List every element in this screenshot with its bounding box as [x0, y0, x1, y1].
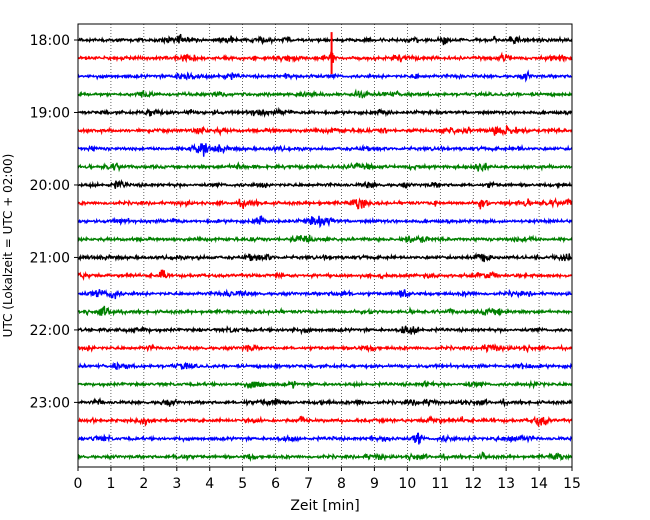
trace-19:15	[77, 124, 573, 137]
trace-18:30	[77, 69, 573, 83]
trace-20:30	[77, 215, 573, 229]
y-tick-label-22:00: 22:00	[30, 323, 70, 339]
x-tick-label-9: 9	[370, 476, 379, 492]
trace-21:00	[77, 251, 573, 263]
trace-21:45	[77, 305, 573, 317]
y-tick-label-21:00: 21:00	[30, 250, 70, 266]
x-tick-label-10: 10	[398, 476, 416, 492]
trace-20:00	[77, 178, 573, 190]
x-tick-label-14: 14	[530, 476, 548, 492]
x-tick-label-7: 7	[304, 476, 313, 492]
y-tick-label-18:00: 18:00	[30, 33, 70, 49]
x-tick-label-6: 6	[271, 476, 280, 492]
y-tick-label-23:00: 23:00	[30, 395, 70, 411]
trace-lines	[77, 32, 573, 462]
trace-23:00	[77, 397, 573, 408]
trace-22:15	[77, 343, 573, 354]
trace-18:45	[77, 88, 573, 99]
x-tick-label-12: 12	[464, 476, 482, 492]
trace-22:00	[77, 325, 573, 336]
trace-19:30	[77, 142, 573, 157]
trace-23:15	[77, 415, 573, 428]
x-axis: 0 1 2 3 4 5 6 7 8 9 10 11 12 13 14 15	[74, 467, 581, 492]
trace-19:45	[77, 161, 573, 173]
x-tick-label-0: 0	[74, 476, 83, 492]
trace-20:45	[77, 234, 573, 244]
y-axis-label: UTC (Lokalzeit = UTC + 02:00)	[1, 154, 15, 338]
x-tick-label-1: 1	[106, 476, 115, 492]
y-tick-label-20:00: 20:00	[30, 178, 70, 194]
x-tick-label-11: 11	[431, 476, 449, 492]
y-axis: 18:00 19:00 20:00 21:00 22:00 23:00	[30, 33, 78, 411]
x-tick-label-5: 5	[238, 476, 247, 492]
x-tick-label-13: 13	[497, 476, 515, 492]
trace-18:00	[77, 33, 573, 46]
trace-21:15	[77, 269, 573, 281]
x-tick-label-2: 2	[139, 476, 148, 492]
trace-21:30	[77, 288, 573, 300]
trace-18:15	[77, 51, 573, 64]
plot-frame	[77, 23, 573, 468]
x-tick-label-3: 3	[172, 476, 181, 492]
x-tick-label-8: 8	[337, 476, 346, 492]
trace-19:00	[77, 106, 573, 118]
x-axis-label: Zeit [min]	[290, 498, 359, 514]
x-tick-label-4: 4	[205, 476, 214, 492]
trace-23:45	[77, 451, 573, 462]
trace-22:45	[77, 379, 573, 390]
trace-20:15	[77, 196, 573, 210]
y-tick-label-19:00: 19:00	[30, 105, 70, 121]
x-tick-label-15: 15	[563, 476, 581, 492]
trace-22:30	[77, 361, 573, 371]
trace-23:30	[77, 432, 573, 445]
